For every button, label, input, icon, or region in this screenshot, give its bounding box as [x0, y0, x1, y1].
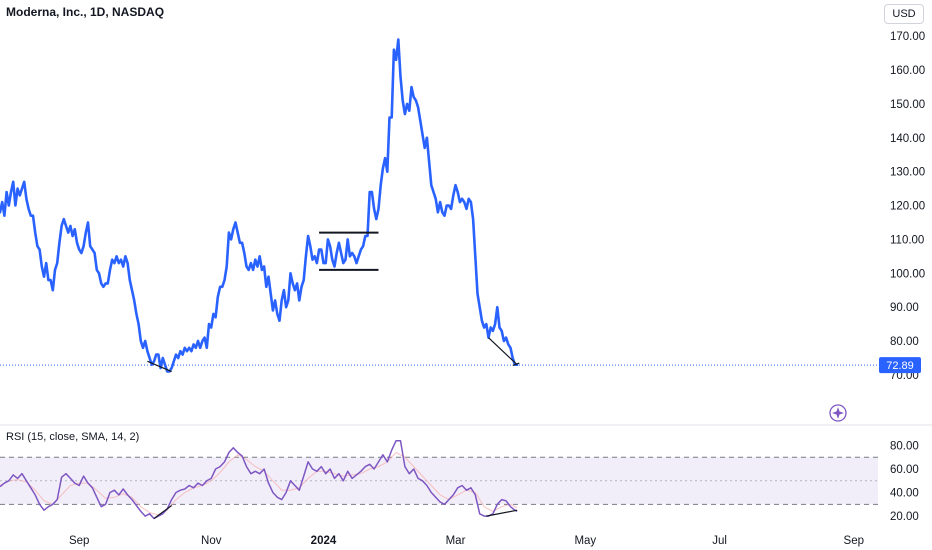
- time-tick-label: Sep: [69, 535, 89, 547]
- rsi-line: [0, 439, 518, 520]
- currency-button[interactable]: USD: [884, 4, 924, 24]
- time-tick-label: Nov: [201, 535, 222, 547]
- rsi-annotations: [153, 505, 518, 519]
- rsi-trendline[interactable]: [486, 509, 518, 517]
- price-line-series: [0, 38, 519, 373]
- price-tick-label: 100.00: [890, 268, 925, 280]
- time-tick-label: Sep: [844, 535, 864, 547]
- price-tick-label: 120.00: [890, 201, 925, 213]
- price-tick-label: 140.00: [890, 133, 925, 145]
- price-pane: 70.0080.0090.00100.00110.00120.00130.001…: [0, 31, 925, 422]
- price-tick-label: 170.00: [890, 31, 925, 43]
- trendline[interactable]: [488, 337, 518, 366]
- rsi-trendline[interactable]: [153, 505, 172, 519]
- chart-title: Moderna, Inc., 1D, NASDAQ: [6, 5, 165, 19]
- rsi-tick-label: 20.00: [890, 511, 919, 523]
- time-tick-label: Jul: [712, 535, 727, 547]
- time-tick-label: 2024: [311, 535, 337, 547]
- rsi-pane: 20.00 40.00 60.00 80.00: [0, 439, 919, 523]
- time-axis: Sep Nov 2024 Mar May Jul Sep: [69, 535, 864, 547]
- compass-icon[interactable]: [829, 404, 847, 422]
- rsi-tick-label: 60.00: [890, 464, 919, 476]
- price-tick-label: 160.00: [890, 65, 925, 77]
- rsi-axis: 20.00 40.00 60.00 80.00: [890, 440, 919, 523]
- price-axis: 70.0080.0090.00100.00110.00120.00130.001…: [890, 31, 925, 382]
- rsi-sma-line: [0, 451, 518, 516]
- price-tick-label: 90.00: [890, 302, 919, 314]
- price-tick-label: 150.00: [890, 99, 925, 111]
- trendline[interactable]: [512, 362, 520, 366]
- last-price-tag: 72.89: [879, 357, 921, 374]
- last-price-label: 72.89: [886, 360, 914, 372]
- time-tick-label: Mar: [446, 535, 466, 547]
- rsi-indicator-label: RSI (15, close, SMA, 14, 2): [6, 431, 140, 443]
- time-tick-label: May: [574, 535, 596, 547]
- price-tick-label: 110.00: [890, 234, 924, 246]
- rsi-tick-label: 40.00: [890, 488, 919, 500]
- rsi-tick-label: 80.00: [890, 440, 919, 452]
- price-tick-label: 80.00: [890, 336, 919, 348]
- trendline[interactable]: [147, 360, 172, 373]
- price-tick-label: 130.00: [890, 167, 925, 179]
- price-annotations: [147, 231, 520, 373]
